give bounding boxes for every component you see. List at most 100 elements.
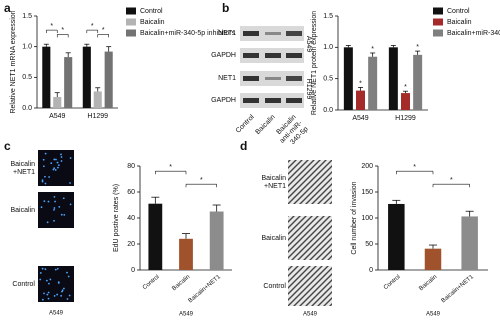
legend-label: Baicalin+miR-340-5p inhibitors bbox=[447, 30, 500, 37]
y-tick-label: 0.5 bbox=[323, 76, 333, 83]
cell-dot bbox=[53, 167, 56, 170]
cell-dot bbox=[46, 293, 49, 296]
cell-dot bbox=[52, 168, 55, 171]
cell-dot bbox=[47, 297, 50, 300]
cell-dot bbox=[42, 165, 45, 168]
cell-dot bbox=[44, 175, 46, 178]
cell-dot bbox=[66, 298, 69, 300]
cell-dot bbox=[66, 271, 68, 274]
blot-lane-label: Baicalin bbox=[254, 114, 276, 136]
significance-star: * bbox=[413, 164, 416, 171]
cell-dot bbox=[54, 169, 57, 171]
bar bbox=[356, 90, 365, 110]
y-tick-label: 0 bbox=[131, 267, 135, 274]
blot-cell-label: H1299 bbox=[305, 79, 312, 100]
x-axis-label: A549 bbox=[179, 312, 194, 318]
bar bbox=[401, 93, 410, 110]
legend-swatch bbox=[126, 29, 136, 37]
error-bar bbox=[54, 92, 60, 97]
y-tick-label: 20 bbox=[127, 241, 135, 248]
cell-dot bbox=[60, 153, 62, 156]
y-tick-label: 1.5 bbox=[323, 13, 333, 20]
bar bbox=[424, 248, 442, 270]
significance-bracket bbox=[185, 183, 217, 188]
error-bar bbox=[212, 204, 221, 212]
edu-images bbox=[38, 150, 74, 302]
cell-dot bbox=[41, 180, 44, 183]
y-tick-label: 60 bbox=[127, 189, 135, 196]
x-tick-label: A549 bbox=[352, 115, 368, 122]
bar bbox=[64, 57, 73, 108]
image-label: Baicalin bbox=[10, 207, 35, 214]
image-label: Baicalin bbox=[261, 235, 286, 242]
cell-dot bbox=[63, 287, 65, 290]
significance-star: * bbox=[450, 177, 453, 184]
error-bar bbox=[84, 43, 90, 47]
x-tick-label: Baicalin bbox=[171, 274, 191, 292]
error-bar bbox=[465, 210, 474, 217]
cell-dot bbox=[45, 279, 48, 282]
cell-dot bbox=[53, 195, 56, 198]
significance-star: * bbox=[416, 44, 419, 51]
x-axis-label: A549 bbox=[426, 312, 441, 318]
x-tick-label: H1299 bbox=[395, 115, 416, 122]
cell-dot bbox=[44, 268, 47, 271]
error-bar bbox=[151, 196, 160, 204]
cell-dot bbox=[41, 267, 44, 270]
significance-star: * bbox=[50, 23, 53, 30]
significance-star: * bbox=[359, 80, 362, 87]
significance-star: * bbox=[61, 27, 64, 34]
cell-dot bbox=[39, 278, 42, 281]
significance-bracket bbox=[155, 170, 187, 175]
cell-dot bbox=[41, 298, 44, 301]
image-label: Baicalin bbox=[261, 175, 286, 182]
legend-swatch bbox=[126, 7, 136, 15]
y-axis-label: Cell number of invasion bbox=[351, 181, 358, 254]
invasion-images bbox=[288, 160, 332, 306]
cell-dot bbox=[58, 205, 61, 208]
cell-dot bbox=[57, 164, 60, 167]
cell-dot bbox=[56, 267, 59, 270]
significance-star: * bbox=[169, 164, 172, 171]
legend-swatch bbox=[433, 29, 443, 37]
image-label: Baicalin bbox=[10, 161, 35, 168]
y-tick-label: 0.5 bbox=[22, 74, 32, 81]
cell-dot bbox=[53, 219, 55, 222]
y-axis-label: EdU postive rates (%) bbox=[113, 184, 120, 252]
error-bar bbox=[403, 90, 408, 94]
cell-dot bbox=[48, 176, 51, 178]
x-tick-label: Baicalin+NET1 bbox=[441, 274, 476, 305]
x-tick-label: Baicalin+NET1 bbox=[188, 274, 223, 305]
bar bbox=[104, 51, 113, 108]
cell-dot bbox=[41, 179, 44, 182]
cell-dot bbox=[60, 213, 63, 216]
panel-label: d bbox=[240, 139, 247, 153]
x-tick-label: H1299 bbox=[87, 113, 108, 120]
significance-bracket bbox=[396, 170, 434, 175]
significance-bracket bbox=[46, 29, 58, 34]
significance-bracket bbox=[86, 29, 99, 34]
cell-dot bbox=[68, 294, 71, 297]
bar bbox=[82, 46, 91, 108]
significance-star: * bbox=[404, 84, 407, 91]
blot-row-label: NET1 bbox=[218, 75, 236, 82]
cell-dot bbox=[62, 197, 65, 200]
y-tick-label: 100 bbox=[361, 215, 373, 222]
bar bbox=[42, 46, 51, 108]
y-tick-label: 200 bbox=[361, 163, 373, 170]
cell-dot bbox=[54, 200, 56, 203]
significance-star: * bbox=[371, 46, 374, 53]
x-tick-label: Control bbox=[142, 274, 161, 291]
cell-dot bbox=[60, 160, 63, 162]
legend-swatch bbox=[433, 7, 443, 15]
blot-row-label: GAPDH bbox=[211, 52, 236, 59]
blot-row-label: NET1 bbox=[218, 30, 236, 37]
cell-dot bbox=[46, 221, 49, 224]
x-tick-label: A549 bbox=[49, 113, 65, 120]
error-bar bbox=[182, 233, 190, 239]
legend-label: Baicalin bbox=[447, 19, 472, 26]
cell-dot bbox=[53, 208, 55, 211]
panel-label: a bbox=[4, 1, 11, 15]
cell-dot bbox=[57, 282, 60, 284]
panel-label: b bbox=[222, 1, 229, 15]
